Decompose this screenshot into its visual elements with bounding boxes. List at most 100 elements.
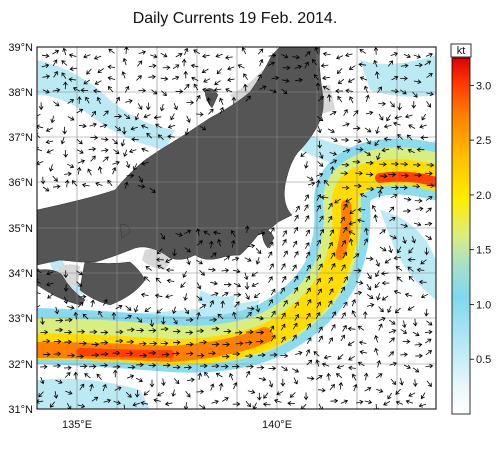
current-arrow: [223, 282, 232, 288]
current-arrow: [138, 50, 147, 55]
current-arrow: [331, 311, 337, 319]
current-arrow: [316, 239, 321, 247]
current-arrow: [391, 185, 400, 190]
current-arrow: [210, 252, 217, 258]
current-arrow: [209, 240, 214, 249]
current-arrow: [125, 351, 134, 356]
current-arrow: [148, 363, 157, 368]
current-arrow: [49, 401, 56, 408]
current-arrow: [295, 205, 300, 213]
current-arrow: [88, 364, 97, 369]
current-arrow: [341, 162, 350, 168]
current-arrow: [124, 85, 130, 93]
current-arrow: [400, 223, 409, 228]
current-arrow: [365, 137, 371, 145]
current-arrow: [215, 53, 223, 58]
current-arrow: [276, 390, 284, 396]
current-arrow: [149, 379, 155, 388]
current-arrow: [136, 362, 144, 368]
current-arrow: [386, 114, 391, 122]
current-arrow: [185, 391, 191, 398]
current-arrow: [318, 326, 323, 334]
current-arrow: [170, 113, 175, 121]
current-arrow: [416, 147, 425, 153]
current-arrow: [127, 364, 136, 370]
current-arrow: [387, 392, 392, 400]
current-arrow: [247, 306, 255, 311]
current-arrow: [111, 167, 117, 175]
current-arrow: [424, 308, 429, 317]
current-arrow: [315, 359, 320, 367]
current-arrow: [304, 51, 311, 57]
current-arrow: [219, 106, 224, 115]
current-arrow: [53, 351, 62, 357]
current-arrow: [256, 330, 265, 335]
current-arrow: [83, 79, 91, 85]
current-arrow: [196, 328, 205, 334]
current-arrow: [306, 323, 311, 331]
current-arrow: [251, 282, 259, 287]
current-arrow: [71, 180, 78, 187]
current-arrow: [123, 113, 131, 120]
current-arrow: [317, 96, 325, 102]
lat-label-39: 39°N: [8, 42, 33, 54]
current-arrow: [328, 288, 334, 296]
current-arrow: [269, 227, 275, 235]
current-arrow: [91, 396, 99, 402]
current-arrow: [135, 377, 143, 383]
current-arrow: [400, 76, 408, 81]
current-arrow: [203, 78, 211, 83]
current-arrow: [293, 377, 298, 385]
current-arrow: [112, 369, 118, 378]
current-arrow: [196, 240, 203, 246]
current-arrow: [206, 97, 212, 105]
current-arrow: [329, 165, 335, 174]
current-arrow: [306, 337, 312, 345]
current-arrow: [316, 277, 321, 285]
current-arrow: [251, 271, 258, 277]
current-arrow: [269, 325, 275, 333]
current-arrow: [99, 123, 108, 129]
current-arrow: [391, 161, 399, 167]
current-arrow: [107, 179, 113, 187]
current-arrow: [231, 256, 240, 262]
current-arrow: [316, 179, 321, 188]
current-arrow: [414, 172, 422, 178]
current-arrow: [383, 136, 392, 142]
current-arrow: [318, 335, 323, 343]
colorbar-tick-label: 1.0: [476, 299, 491, 311]
current-arrow: [355, 280, 364, 285]
current-arrow: [420, 135, 429, 140]
current-arrow: [61, 60, 68, 66]
current-arrow: [287, 401, 295, 406]
current-arrow: [257, 73, 262, 82]
current-arrow: [425, 52, 433, 58]
current-arrow: [246, 364, 254, 370]
current-arrow: [330, 159, 338, 164]
current-arrow: [358, 62, 367, 67]
current-arrow: [303, 392, 309, 401]
current-arrow: [295, 77, 303, 83]
current-arrow: [374, 335, 379, 343]
current-arrow: [91, 110, 96, 118]
current-arrow: [270, 288, 276, 296]
current-arrow: [183, 402, 189, 409]
current-arrow: [150, 54, 158, 59]
current-arrow: [221, 354, 230, 359]
current-arrow: [356, 218, 365, 223]
current-arrow: [115, 304, 123, 310]
current-arrow: [134, 113, 140, 121]
current-arrow: [403, 208, 411, 214]
current-arrow: [395, 400, 404, 406]
current-arrow: [143, 276, 150, 282]
current-arrow: [185, 341, 194, 347]
current-arrow: [294, 313, 299, 321]
current-arrow: [402, 320, 407, 329]
current-arrow: [172, 329, 181, 334]
current-arrow: [180, 281, 186, 288]
current-arrow: [108, 48, 115, 54]
current-arrow: [292, 240, 298, 248]
current-arrow: [407, 266, 414, 272]
current-arrow: [379, 229, 386, 235]
current-arrow: [232, 311, 237, 320]
